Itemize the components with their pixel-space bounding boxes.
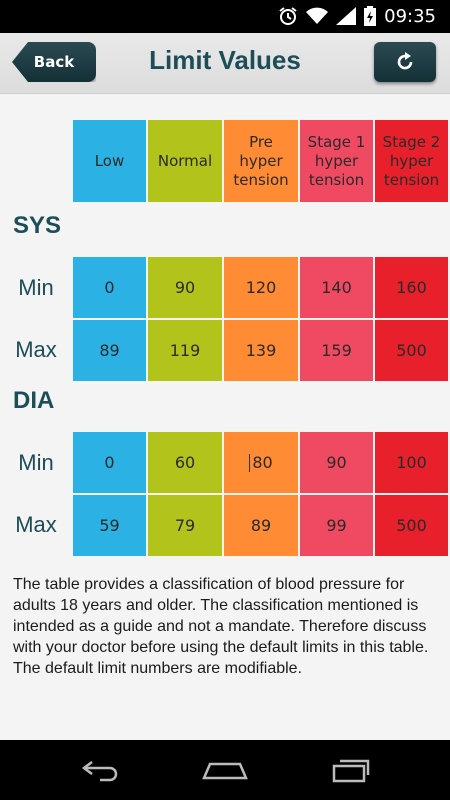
- section-label-dia: DIA: [13, 387, 55, 414]
- sys-max-stage1[interactable]: 159: [300, 320, 373, 381]
- refresh-icon: [397, 52, 413, 70]
- row-label-sys-max: Max: [15, 337, 57, 362]
- dia-max-low[interactable]: 59: [73, 495, 146, 556]
- sys-max-prehypertension[interactable]: 139: [224, 320, 298, 381]
- app-bar: Limit Values Back: [0, 33, 450, 94]
- status-time: 09:35: [384, 5, 436, 27]
- limit-table-area: Low Normal Pre hyper tension Stage 1 hyp…: [0, 94, 450, 740]
- dia-max-normal[interactable]: 79: [148, 495, 222, 556]
- navigation-bar: [0, 740, 450, 800]
- refresh-button[interactable]: [374, 42, 436, 82]
- row-label-dia-min: Min: [18, 450, 54, 475]
- dia-min-stage2[interactable]: 100: [375, 432, 448, 493]
- dia-max-stage2[interactable]: 500: [375, 495, 448, 556]
- dia-min-prehypertension-value: 80: [252, 453, 273, 472]
- dia-max-prehypertension[interactable]: 89: [224, 495, 298, 556]
- column-header-stage2: Stage 2 hyper tension: [375, 120, 448, 202]
- nav-recents-icon: [332, 759, 370, 783]
- column-header-low: Low: [73, 120, 146, 202]
- dia-max-stage1[interactable]: 99: [300, 495, 373, 556]
- dia-min-stage1[interactable]: 90: [300, 432, 373, 493]
- signal-icon: [336, 7, 357, 25]
- column-header-stage1: Stage 1 hyper tension: [300, 120, 373, 202]
- sys-max-low[interactable]: 89: [73, 320, 146, 381]
- sys-min-stage2[interactable]: 160: [375, 257, 448, 318]
- column-header-normal: Normal: [148, 120, 222, 202]
- sys-max-normal[interactable]: 119: [148, 320, 222, 381]
- nav-recents-button[interactable]: [320, 754, 380, 786]
- section-label-sys: SYS: [13, 212, 62, 239]
- alarm-icon: [279, 7, 297, 25]
- sys-max-stage2[interactable]: 500: [375, 320, 448, 381]
- status-icons: 09:35: [278, 5, 436, 27]
- nav-home-icon: [202, 762, 248, 780]
- back-button-label: Back: [33, 53, 75, 71]
- dia-min-normal[interactable]: 60: [148, 432, 222, 493]
- page-title: Limit Values: [149, 45, 301, 75]
- sys-min-normal[interactable]: 90: [148, 257, 222, 318]
- nav-home-button[interactable]: [195, 754, 255, 786]
- back-button[interactable]: Back: [12, 42, 96, 82]
- sys-min-low[interactable]: 0: [73, 257, 146, 318]
- column-header-prehypertension: Pre hyper tension: [224, 120, 298, 202]
- nav-back-button[interactable]: [70, 754, 130, 786]
- text-cursor: [249, 453, 251, 472]
- wifi-icon: [306, 7, 329, 24]
- row-label-sys-min: Min: [18, 275, 54, 300]
- nav-back-icon: [81, 761, 118, 782]
- sys-min-prehypertension[interactable]: 120: [224, 257, 298, 318]
- dia-min-low[interactable]: 0: [73, 432, 146, 493]
- classification-note: The table provides a classification of b…: [13, 576, 429, 677]
- row-label-dia-max: Max: [15, 512, 57, 537]
- sys-min-stage1[interactable]: 140: [300, 257, 373, 318]
- status-bar: 09:35: [0, 0, 450, 33]
- battery-icon: [364, 6, 377, 26]
- dia-min-prehypertension[interactable]: 80: [224, 432, 298, 493]
